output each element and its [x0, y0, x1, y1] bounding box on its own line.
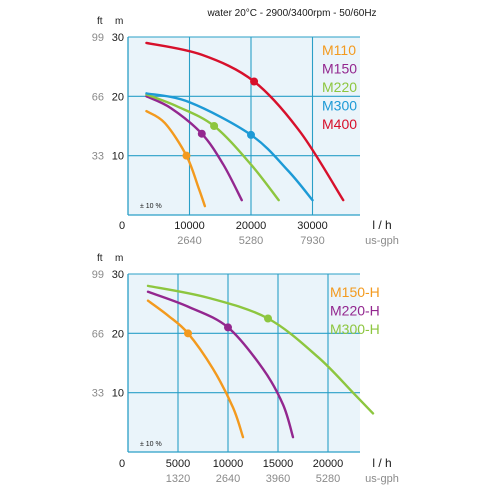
series-line-m220-h [146, 290, 295, 439]
x-tick-label: 20000 [313, 458, 344, 470]
y-tick-label-m: 20 [112, 91, 124, 103]
duty-point-m400 [250, 77, 259, 86]
legend-entry-m300-h: M300-H [330, 321, 380, 337]
x-axis-label: l / h [372, 218, 391, 232]
series-line-m300-h [146, 284, 375, 415]
x-tick-label: 20000 [236, 220, 267, 232]
duty-point-m150-h [184, 329, 192, 338]
duty-point-m110 [182, 151, 191, 160]
x-tick-label: 15000 [263, 458, 294, 470]
x-tick-label: 10000 [213, 458, 244, 470]
x-axis-label-secondary: us-gph [365, 235, 399, 247]
y-tick-label-ft: 66 [92, 91, 104, 103]
legend-entry-m220: M220 [322, 79, 357, 95]
y-tick-label-m: 10 [112, 388, 124, 400]
legend-entry-m220-h: M220-H [330, 303, 380, 319]
y-tick-label-m: 30 [112, 32, 124, 44]
x-tick-label: 0 [119, 458, 125, 470]
legend-entry-m110: M110 [322, 42, 356, 58]
y-tick-label-ft: 33 [92, 388, 104, 400]
x-tick-label-secondary: 5280 [316, 473, 340, 485]
y-axis-label-ft: ft [97, 253, 103, 264]
y-tick-label-ft: 99 [92, 269, 104, 281]
chart-title: water 20°C - 2900/3400rpm - 50/60Hz [206, 8, 376, 19]
tolerance-note: ± 10 % [140, 441, 162, 448]
x-tick-label-secondary: 2640 [216, 473, 240, 485]
top-chart: ft m 10 33 20 66 30 99 0 10000 20000 30000 2640 5280 7… [92, 16, 399, 247]
y-tick-label-m: 30 [112, 269, 124, 281]
x-tick-label: 10000 [174, 220, 205, 232]
x-tick-label: 0 [119, 220, 125, 232]
x-tick-label: 30000 [297, 220, 328, 232]
legend-entry-m400: M400 [322, 116, 357, 132]
y-tick-label-ft: 66 [92, 328, 104, 340]
plot-area [128, 274, 360, 452]
x-tick-label-secondary: 3960 [266, 473, 290, 485]
bottom-chart: ft m 10 33 20 66 30 99 0 5000 10000 15000 20000 1320 2… [92, 253, 399, 485]
x-tick-label-secondary: 7930 [300, 235, 324, 247]
legend-entry-m150: M150 [322, 61, 357, 77]
x-tick-label-secondary: 1320 [166, 473, 190, 485]
y-tick-label-ft: 33 [92, 151, 104, 163]
x-tick-label: 5000 [166, 458, 190, 470]
x-tick-label-secondary: 2640 [177, 235, 201, 247]
x-axis-label: l / h [372, 456, 391, 470]
duty-point-m300 [247, 130, 255, 139]
duty-point-m150 [197, 129, 206, 138]
duty-point-m220-h [224, 323, 232, 332]
y-tick-label-ft: 99 [92, 32, 104, 44]
series-line-m150-h [146, 299, 245, 439]
duty-point-m300-h [264, 314, 272, 323]
y-tick-label-m: 20 [112, 328, 124, 340]
legend-entry-m300: M300 [322, 98, 357, 114]
x-axis-label-secondary: us-gph [365, 473, 399, 485]
y-tick-label-m: 10 [112, 151, 124, 163]
y-axis-label-m: m [115, 253, 123, 264]
tolerance-note: ± 10 % [140, 203, 162, 210]
duty-point-m220 [210, 122, 219, 130]
y-axis-label-ft: ft [97, 16, 103, 27]
legend-entry-m150-h: M150-H [330, 284, 380, 300]
y-axis-label-m: m [115, 16, 123, 27]
x-tick-label-secondary: 5280 [239, 235, 263, 247]
